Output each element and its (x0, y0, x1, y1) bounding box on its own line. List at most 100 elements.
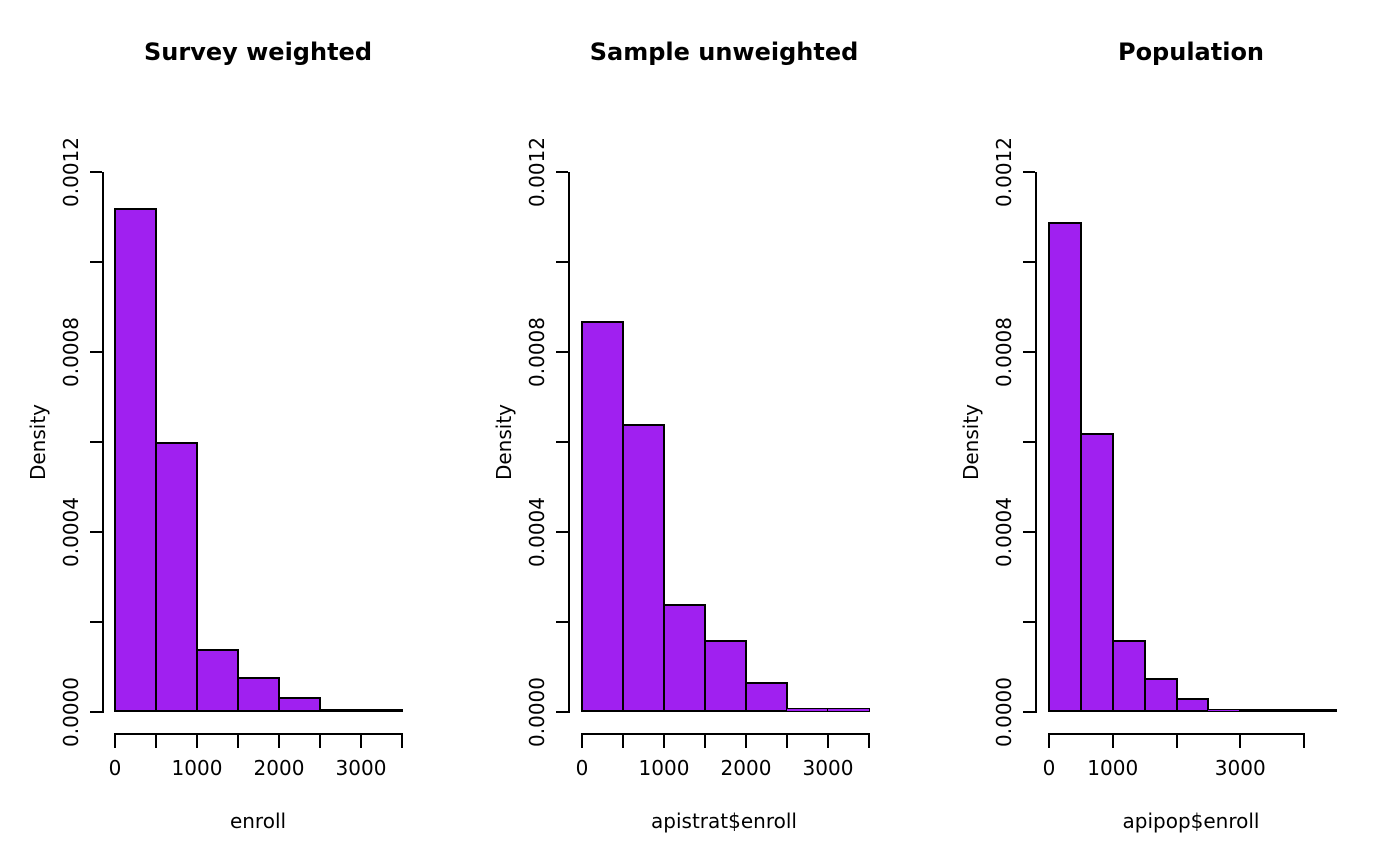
y-axis-tick (1023, 531, 1035, 533)
x-axis-tick (1048, 733, 1050, 748)
x-axis-tick (786, 733, 788, 748)
y-tick-label: 0.0012 (992, 137, 1016, 207)
x-tick-label: 2000 (253, 756, 305, 780)
y-tick-label: 0.0000 (59, 677, 83, 747)
histogram-bar (581, 320, 624, 712)
x-axis-tick (1111, 733, 1114, 748)
histogram-bar (1111, 640, 1146, 712)
y-tick-label: 0.0000 (992, 677, 1016, 747)
y-axis-tick (90, 261, 102, 263)
histogram-bar (704, 640, 747, 712)
histogram-bar (745, 681, 788, 712)
y-axis-tick (90, 711, 102, 713)
x-tick-label: 1000 (1087, 756, 1139, 780)
histogram-bar (1271, 709, 1305, 712)
histogram-bar (319, 709, 362, 712)
plot-title: Survey weighted (144, 38, 372, 66)
histogram-bar (827, 707, 870, 712)
x-axis-tick (704, 733, 706, 748)
y-tick-label: 0.0012 (525, 137, 549, 207)
y-tick-label: 0.0004 (525, 497, 549, 567)
x-axis-tick (622, 733, 624, 748)
y-axis-tick (556, 171, 568, 173)
plot-title: Sample unweighted (589, 38, 859, 66)
histogram-bar (622, 424, 665, 712)
x-axis-tick (278, 733, 280, 748)
histogram-bar (237, 676, 280, 712)
histogram-bar (1239, 709, 1274, 712)
x-axis-tick (319, 733, 321, 748)
y-axis-tick (556, 441, 568, 443)
x-tick-label: 2000 (720, 756, 772, 780)
y-axis-tick (90, 621, 102, 623)
y-axis-tick (556, 351, 568, 353)
x-axis-title: enroll (229, 809, 287, 833)
x-axis-tick (237, 733, 239, 748)
x-axis-tick (581, 733, 583, 748)
y-tick-label: 0.0004 (59, 497, 83, 567)
y-tick-label: 0.0012 (59, 137, 83, 207)
x-tick-label: 3000 (802, 756, 854, 780)
x-axis-title: apistrat$enroll (651, 809, 797, 833)
histogram-bar (1048, 221, 1082, 712)
x-axis-tick (114, 733, 116, 748)
x-axis-tick (1175, 733, 1178, 748)
x-tick-label: 0 (108, 756, 122, 780)
y-axis-tick (90, 351, 102, 353)
histogram-bar (1207, 708, 1242, 712)
y-axis-tick (1023, 351, 1035, 353)
histogram-bar (1175, 698, 1210, 712)
y-axis-tick (1023, 261, 1035, 263)
histogram-bar (278, 697, 321, 712)
x-axis-line (581, 733, 870, 735)
y-axis-title: Density (959, 403, 983, 481)
x-axis-tick (401, 733, 403, 748)
x-axis-line (114, 733, 403, 735)
x-axis-tick (155, 733, 157, 748)
y-axis-tick (90, 441, 102, 443)
y-axis-line (568, 172, 570, 713)
y-axis-tick (90, 531, 102, 533)
y-axis-title: Density (26, 403, 50, 481)
x-axis-tick (745, 733, 747, 748)
x-tick-label: 1000 (638, 756, 690, 780)
y-axis-tick (556, 711, 568, 713)
x-axis-title: apipop$enroll (1122, 809, 1260, 833)
x-tick-label: 3000 (335, 756, 387, 780)
histogram-bar (1303, 709, 1337, 712)
histogram-bar (1079, 433, 1114, 712)
y-axis-tick (556, 531, 568, 533)
y-axis-tick (90, 171, 102, 173)
histogram-bar (196, 649, 239, 712)
y-axis-tick (556, 261, 568, 263)
histogram-bar (786, 707, 829, 712)
plot-title: Population (1117, 38, 1265, 66)
x-tick-label: 3000 (1214, 756, 1266, 780)
x-axis-tick (663, 733, 665, 748)
y-tick-label: 0.0008 (992, 317, 1016, 387)
x-axis-tick (1239, 733, 1242, 748)
histogram-bar (663, 604, 706, 712)
y-tick-label: 0.0008 (59, 317, 83, 387)
x-axis-tick (1303, 733, 1305, 748)
histogram-bar (1143, 677, 1178, 712)
y-axis-tick (556, 621, 568, 623)
y-axis-line (102, 172, 104, 713)
y-axis-tick (1023, 171, 1035, 173)
x-axis-tick (868, 733, 870, 748)
y-axis-title: Density (492, 403, 516, 481)
x-tick-label: 0 (575, 756, 589, 780)
x-axis-tick (196, 733, 198, 748)
y-tick-label: 0.0000 (525, 677, 549, 747)
y-axis-tick (1023, 621, 1035, 623)
histogram-bar (360, 709, 403, 712)
y-tick-label: 0.0004 (992, 497, 1016, 567)
x-axis-tick (360, 733, 362, 748)
x-tick-label: 0 (1042, 756, 1056, 780)
x-axis-tick (827, 733, 829, 748)
y-axis-line (1035, 172, 1037, 713)
y-tick-label: 0.0008 (525, 317, 549, 387)
y-axis-tick (1023, 441, 1035, 443)
x-tick-label: 1000 (171, 756, 223, 780)
